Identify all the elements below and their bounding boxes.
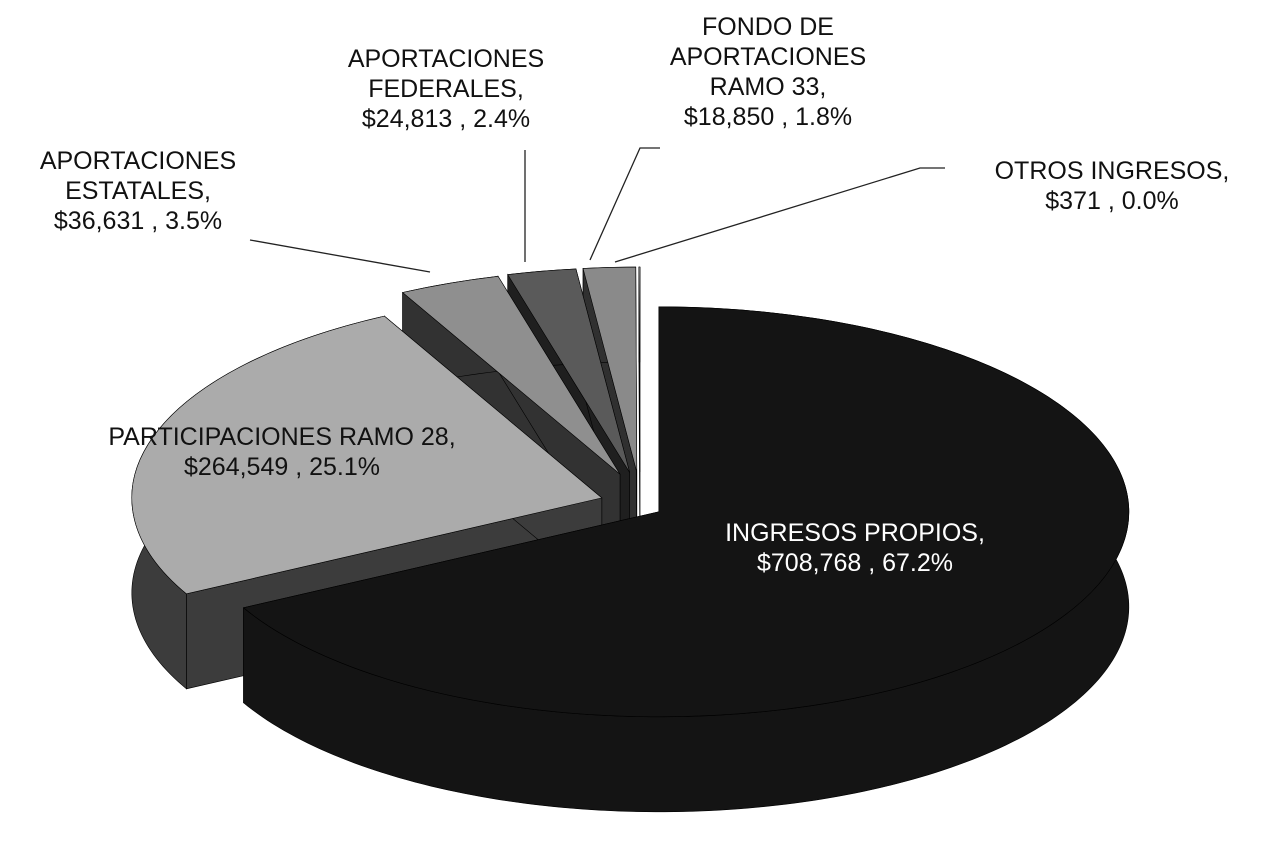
category-name: PARTICIPACIONES RAMO 28, — [108, 423, 456, 451]
percent-label: 1.8% — [795, 103, 853, 131]
separator: , — [288, 453, 310, 481]
slice-top — [638, 266, 641, 473]
category-name: OTROS INGRESOS, — [994, 157, 1230, 185]
value-group: $371 , 0.0% — [1045, 187, 1178, 215]
value-label: $708,768 — [756, 549, 862, 577]
leader-line — [249, 239, 431, 273]
separator: , — [144, 207, 166, 235]
value-label: $371 — [1045, 187, 1101, 215]
leader-line — [614, 167, 945, 263]
percent-label: 25.1% — [309, 453, 380, 481]
category-name: FONDO DE APORTACIONES RAMO 33, — [669, 13, 867, 101]
value-label: $36,631 — [53, 207, 145, 235]
slice-label: APORTACIONES ESTATALES, $36,631 , 3.5% — [3, 146, 273, 236]
percent-label: 67.2% — [882, 549, 953, 577]
percent-label: 3.5% — [165, 207, 223, 235]
slice-label: INGRESOS PROPIOS, $708,768 , 67.2% — [705, 518, 1005, 578]
value-group: $36,631 , 3.5% — [54, 207, 222, 235]
category-name: INGRESOS PROPIOS, — [725, 519, 985, 547]
percent-label: 0.0% — [1121, 187, 1179, 215]
slice-top — [582, 266, 638, 473]
slice-top — [401, 275, 621, 475]
value-group: $24,813 , 2.4% — [362, 105, 530, 133]
separator: , — [774, 103, 796, 131]
slice-label: OTROS INGRESOS, $371 , 0.0% — [952, 156, 1268, 216]
percent-label: 2.4% — [473, 105, 531, 133]
pie-slice — [638, 266, 641, 568]
category-name: APORTACIONES FEDERALES, — [347, 45, 545, 103]
slice-top — [242, 306, 1130, 718]
separator: , — [452, 105, 474, 133]
slice-top — [131, 315, 603, 595]
pie-slice — [242, 306, 1130, 813]
slice-label: FONDO DE APORTACIONES RAMO 33, $18,850 ,… — [643, 12, 893, 132]
slice-label: APORTACIONES FEDERALES, $24,813 , 2.4% — [311, 44, 581, 134]
slice-top — [507, 268, 630, 473]
value-group: $18,850 , 1.8% — [684, 103, 852, 131]
value-group: $264,549 , 25.1% — [184, 453, 380, 481]
value-group: $708,768 , 67.2% — [757, 549, 953, 577]
value-label: $18,850 — [683, 103, 775, 131]
slice-label: PARTICIPACIONES RAMO 28, $264,549 , 25.1… — [92, 422, 472, 482]
value-label: $264,549 — [183, 453, 289, 481]
separator: , — [861, 549, 883, 577]
leader-line — [589, 147, 660, 261]
value-label: $24,813 — [361, 105, 453, 133]
category-name: APORTACIONES ESTATALES, — [39, 147, 237, 205]
separator: , — [1100, 187, 1122, 215]
